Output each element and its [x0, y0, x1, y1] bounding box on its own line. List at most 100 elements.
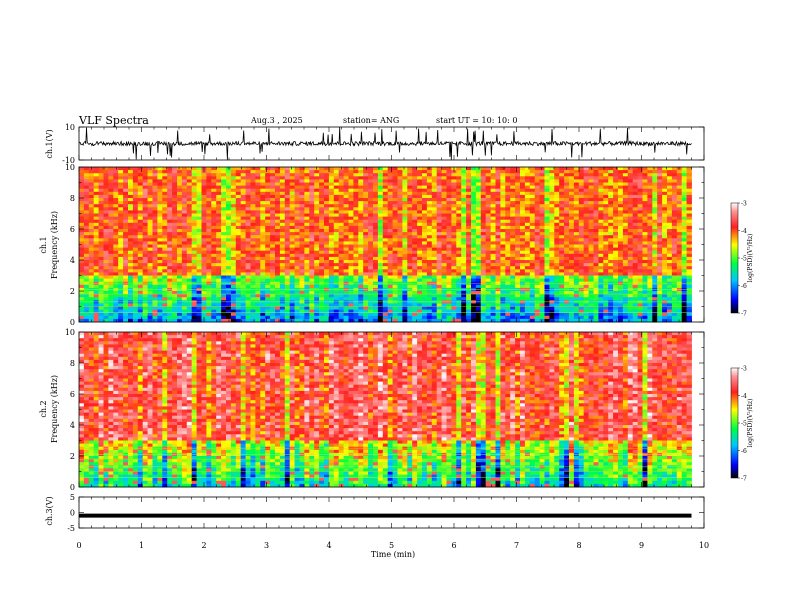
ch1-spectrogram-cell: [500, 312, 506, 317]
ch1-spectrogram-cell: [255, 216, 261, 221]
ch1-spectrogram-cell: [529, 222, 536, 227]
ch1-spectrogram-cell: [113, 272, 119, 276]
ch1-spectrogram-cell: [201, 229, 207, 233]
ch1-spectrogram-cell: [240, 238, 246, 242]
ch1-spectrogram-cell: [314, 213, 320, 217]
ch1-spectrogram-cell: [250, 229, 256, 233]
ch1-spectrogram-cell: [466, 198, 472, 202]
ch1-spectrogram-cell: [147, 201, 153, 205]
ch1-spectrogram-cell: [539, 269, 545, 273]
ch1-spectrogram-cell: [368, 176, 374, 180]
ch1-spectrogram-cell: [426, 204, 433, 208]
ch1-spectrogram-cell: [103, 173, 109, 177]
ch1-spectrogram-cell: [240, 284, 246, 289]
ch1-spectrogram-cell: [98, 260, 104, 264]
ch1-spectrogram-cell: [181, 167, 188, 171]
ch1-spectrogram-cell: [451, 312, 457, 317]
ch1-spectrogram-cell: [520, 216, 526, 221]
ch1-spectrogram-cell: [142, 260, 148, 264]
ch1-spectrogram-cell: [446, 225, 452, 230]
ch1-spectrogram-cell: [279, 309, 286, 314]
ch1-spectrogram-cell: [431, 318, 438, 323]
ch1-spectrogram-cell: [549, 194, 555, 199]
ch1-spectrogram-cell: [446, 294, 452, 298]
ch1-spectrogram-cell: [417, 210, 423, 214]
ch1-spectrogram-cell: [348, 315, 354, 320]
ch1-spectrogram-cell: [402, 256, 408, 261]
ch1-spectrogram-cell: [275, 244, 281, 248]
ch1-spectrogram-cell: [441, 309, 447, 314]
ch1-spectrogram-cell: [167, 278, 173, 283]
ch1-spectrogram-cell: [368, 173, 374, 177]
ch1-spectrogram-cell: [279, 185, 286, 190]
ch1-spectrogram-cell: [485, 272, 491, 276]
ch1-spectrogram-cell: [83, 201, 90, 205]
ch1-spectrogram-cell: [270, 291, 276, 295]
ch1-spectrogram-cell: [549, 207, 555, 211]
ch1-spectrogram-cell: [368, 247, 374, 252]
ch1-spectrogram-cell: [559, 250, 565, 255]
ch1-spectrogram-cell: [93, 191, 99, 196]
ch1-spectrogram-cell: [177, 275, 183, 279]
ch1-spectrogram-cell: [333, 256, 340, 261]
ch1-spectrogram-cell: [128, 303, 134, 307]
ch1-spectrogram-cell: [226, 284, 232, 289]
ch1-spectrogram-cell: [98, 219, 104, 224]
ch1-spectrogram-cell: [191, 229, 197, 233]
ch1-spectrogram-cell: [544, 185, 550, 190]
ch1-spectrogram-cell: [471, 275, 477, 279]
ch1-spectrogram-cell: [142, 198, 148, 202]
ch1-spectrogram-cell: [524, 247, 531, 252]
ch1-spectrogram-cell: [304, 284, 310, 289]
ch1-spectrogram-cell: [167, 179, 173, 183]
ch1-spectrogram-cell: [123, 278, 129, 283]
ch1-spectrogram-cell: [172, 306, 178, 310]
ch1-spectrogram-cell: [284, 256, 291, 261]
ch1-spectrogram-cell: [240, 191, 246, 196]
ch1-spectrogram-cell: [397, 253, 403, 258]
ch1-spectrogram-cell: [235, 244, 242, 248]
ch1-spectrogram-cell: [534, 244, 540, 248]
ch1-spectrogram-cell: [426, 306, 433, 310]
ch1-spectrogram-cell: [226, 291, 232, 295]
ch1-spectrogram-cell: [377, 219, 384, 224]
ch1-spectrogram-cell: [559, 207, 565, 211]
ch1-spectrogram-cell: [377, 232, 384, 236]
ch1-spectrogram-cell: [397, 225, 403, 230]
ch1-spectrogram-cell: [206, 194, 212, 199]
ch1-spectrogram-cell: [186, 306, 193, 310]
ch1-spectrogram-cell: [382, 210, 389, 214]
ch1-spectrogram-cell: [431, 315, 438, 320]
ch1-spectrogram-cell: [392, 182, 398, 186]
ch1-spectrogram-cell: [564, 173, 570, 177]
ch1-spectrogram-cell: [343, 284, 349, 289]
ch1-spectrogram-cell: [309, 263, 315, 267]
ch1-spectrogram-cell: [373, 182, 379, 186]
ch1-spectrogram-cell: [480, 269, 487, 273]
ch1-spectrogram-cell: [79, 312, 85, 317]
ch1-spectrogram-cell: [456, 194, 462, 199]
ch1-spectrogram-cell: [93, 275, 99, 279]
ch1-spectrogram-cell: [240, 173, 246, 177]
ch1-spectrogram-cell: [299, 294, 305, 298]
ch1-spectrogram-cell: [240, 216, 246, 221]
ch1-spectrogram-cell: [206, 229, 212, 233]
ch1-spectrogram-cell: [319, 244, 325, 248]
ch1-spectrogram-cell: [304, 194, 310, 199]
ch1-spectrogram-cell: [250, 222, 256, 227]
ch1-spectrogram-cell: [245, 225, 251, 230]
ch1-spectrogram-cell: [118, 213, 124, 217]
ch1-spectrogram-cell: [348, 179, 354, 183]
ch1-spectrogram-cell: [275, 297, 281, 301]
ch1-spectrogram-cell: [304, 176, 310, 180]
ch1-spectrogram-cell: [79, 272, 85, 276]
ch1-spectrogram-cell: [412, 176, 418, 180]
ch1-spectrogram-cell: [181, 294, 188, 298]
ch1-spectrogram-cell: [422, 278, 428, 283]
ch1-spectrogram-cell: [83, 185, 90, 190]
ch1-spectrogram-cell: [387, 219, 393, 224]
ch1-spectrogram-cell: [162, 225, 168, 230]
ch1-spectrogram-cell: [201, 244, 207, 248]
ch1-spectrogram-cell: [451, 250, 457, 255]
ch1-spectrogram-cell: [167, 291, 173, 295]
